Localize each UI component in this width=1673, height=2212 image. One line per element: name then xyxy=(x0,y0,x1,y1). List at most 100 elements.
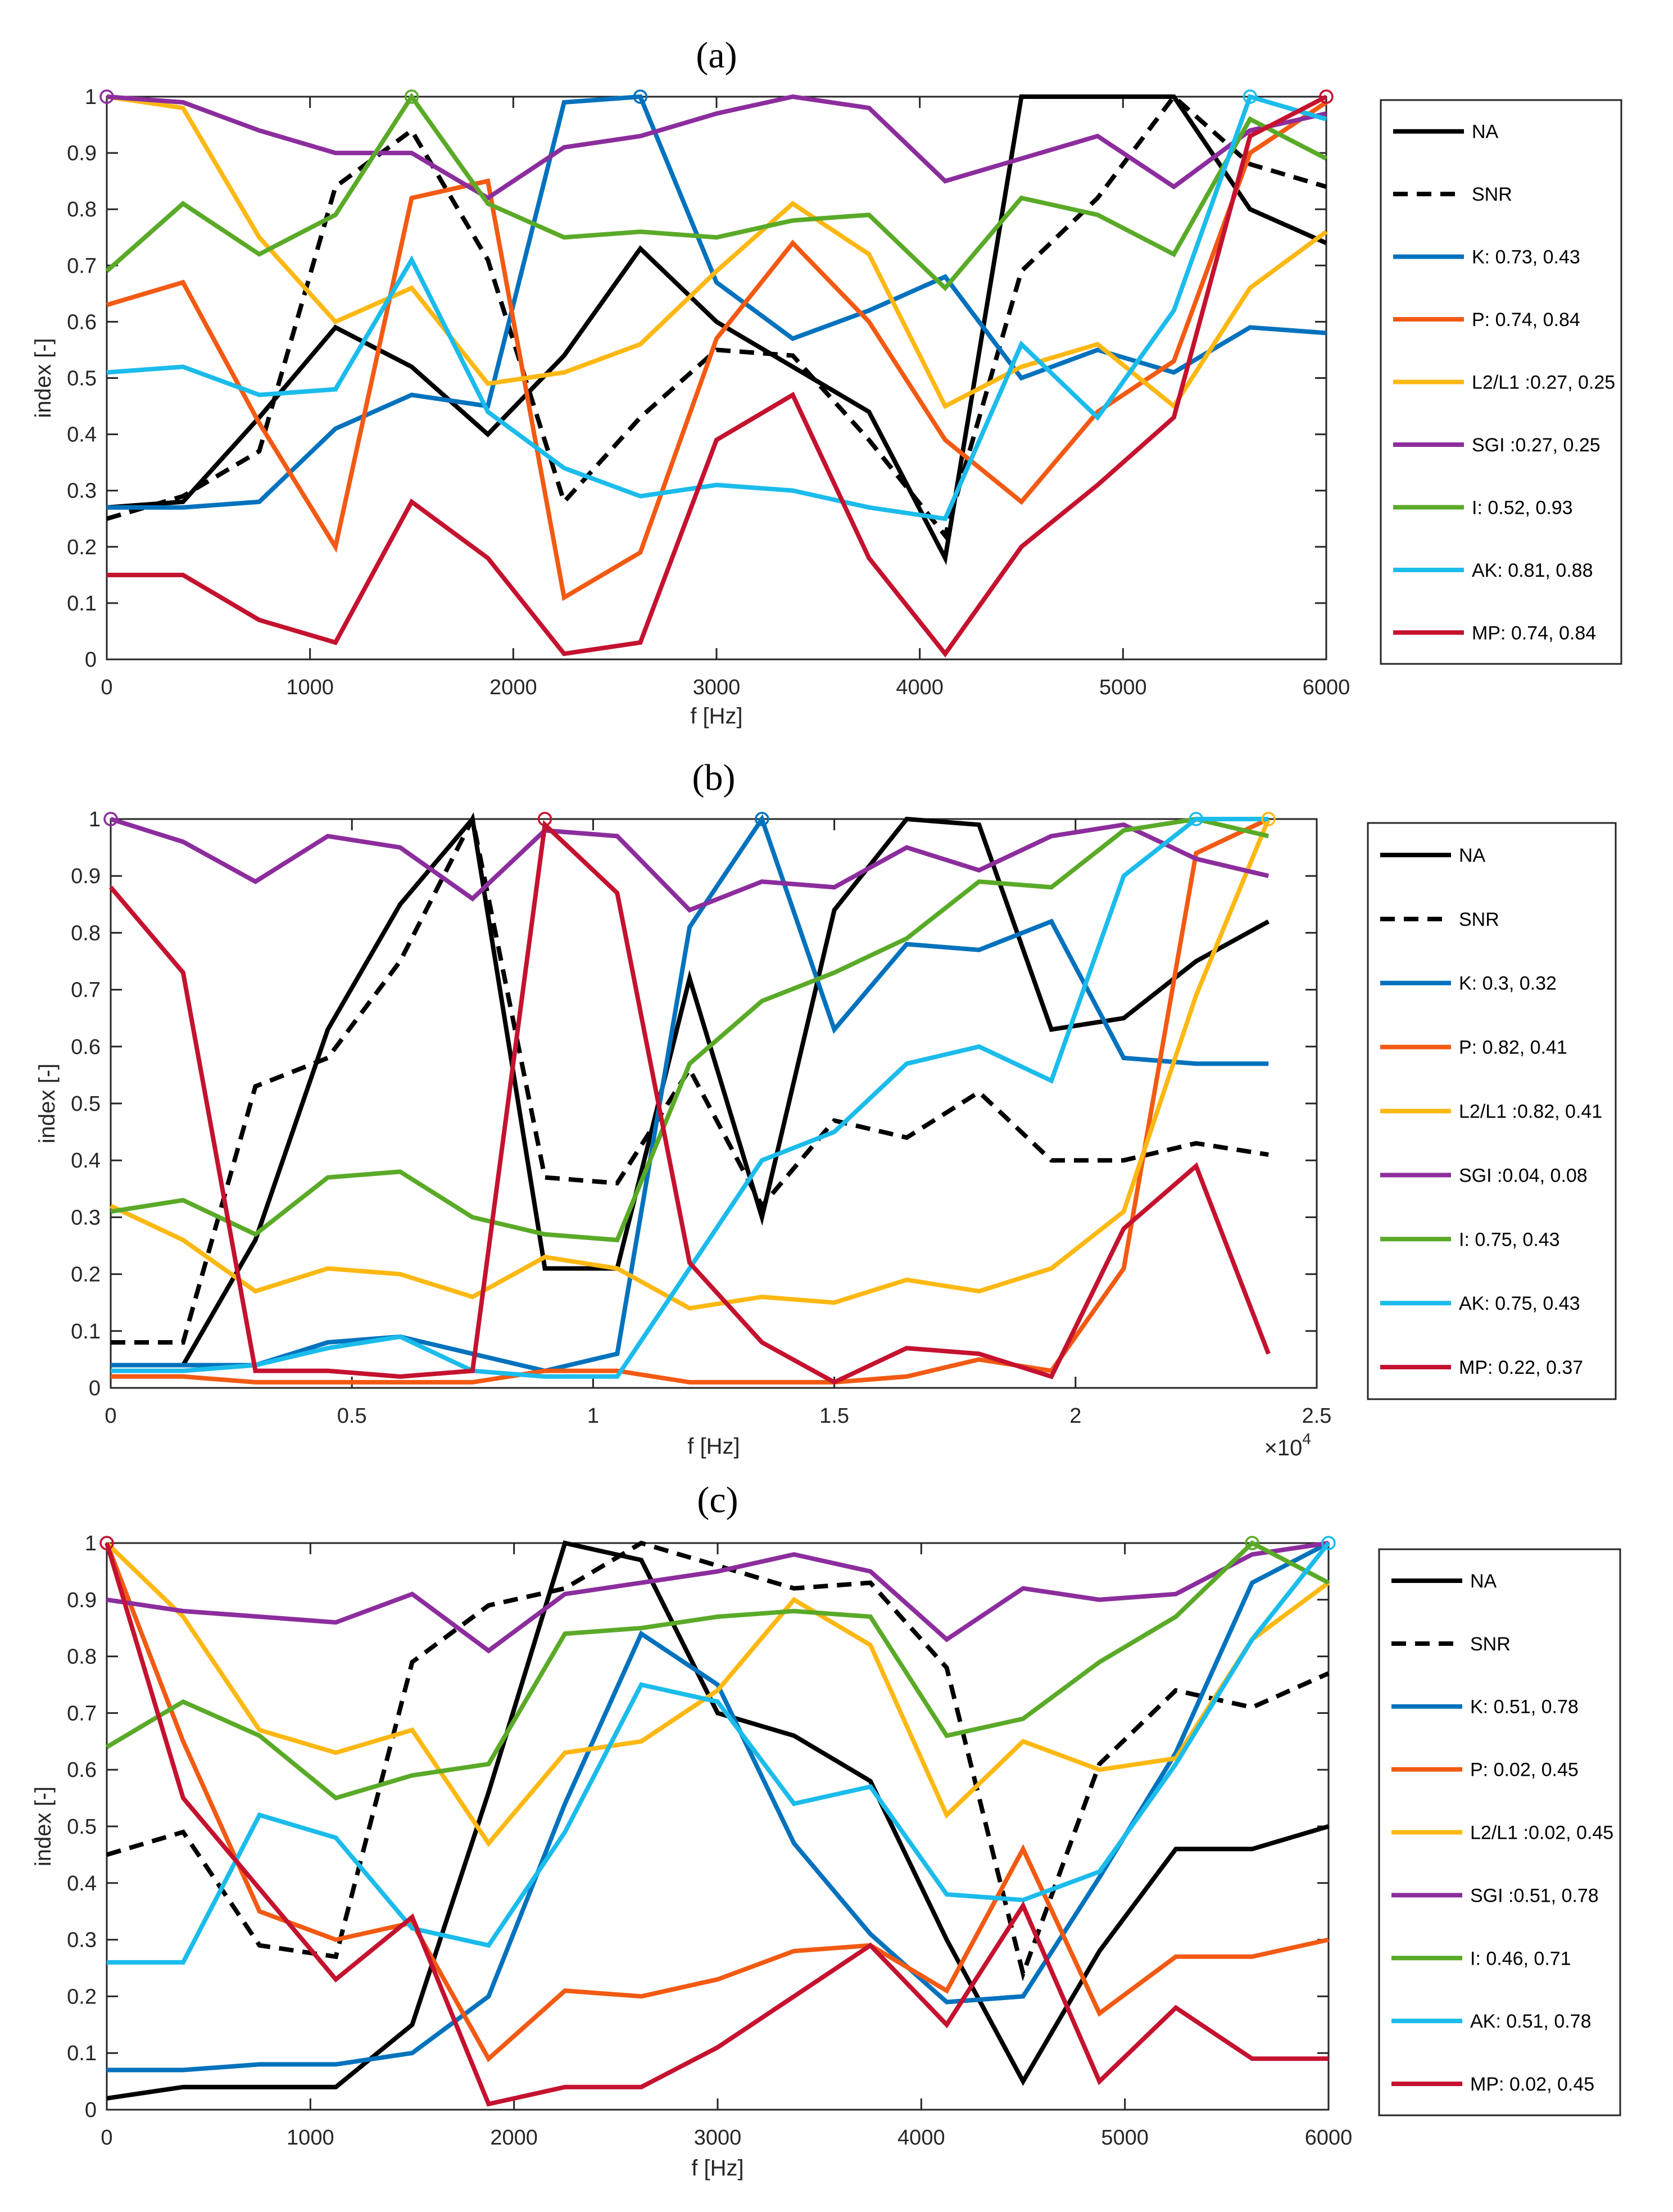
chart-panel-b: (b) 0 0.5 1 1.5 2 2.5 0 0.1 0.2 0.3 0.4 0.5 0.6 0.7 0.8… xyxy=(35,757,1617,1460)
series-line-ak xyxy=(107,1541,1331,1965)
x-tick-label: 0 xyxy=(101,676,112,699)
series-line-p xyxy=(106,100,1328,601)
y-tick-label: 0.9 xyxy=(67,142,97,165)
y-tick-label: 1 xyxy=(89,808,101,831)
x-axis-label: f [Hz] xyxy=(691,2156,743,2181)
x-exponent-base: ×10 xyxy=(1264,1436,1303,1460)
y-tick-label: 0.1 xyxy=(67,592,97,616)
chart-panel-c: (c) 0 1000 2000 3000 4000 5000 6000 0 0.1 0.2 0.3 0.… xyxy=(31,1480,1621,2181)
series-line-sgi xyxy=(106,94,1327,201)
x-tick-label: 3000 xyxy=(694,2126,742,2150)
y-tick-label: 0.8 xyxy=(67,198,97,221)
series-line-l2l1 xyxy=(105,1541,1330,1847)
x-tick-label: 1000 xyxy=(287,2126,334,2150)
axes-box xyxy=(106,1542,1330,2111)
series-line-i xyxy=(105,1540,1330,1801)
max-marker-k xyxy=(633,89,648,104)
x-axis-label: f [Hz] xyxy=(690,704,742,729)
x-tick-label: 2000 xyxy=(489,676,537,699)
max-marker-k xyxy=(755,812,769,826)
y-tick-label: 0.7 xyxy=(71,979,101,1002)
y-tick-label: 1 xyxy=(85,85,97,109)
legend-label-i: I: 0.75, 0.43 xyxy=(1459,1229,1560,1250)
x-tick-label: 1.5 xyxy=(819,1404,849,1428)
series-line-snr xyxy=(106,93,1327,541)
y-tick-label: 0.2 xyxy=(67,536,97,559)
legend-label-ak: AK: 0.51, 0.78 xyxy=(1470,2011,1592,2032)
y-tick-label: 0.9 xyxy=(67,1589,97,1612)
y-axis-label: index [-] xyxy=(31,338,56,418)
panel-label: (a) xyxy=(696,35,737,76)
x-tick-label: 3000 xyxy=(693,676,741,699)
legend-label-na: NA xyxy=(1470,1571,1497,1592)
y-tick-label: 0.6 xyxy=(71,1035,101,1059)
x-tick-label: 6000 xyxy=(1303,676,1350,699)
x-tick-label: 5000 xyxy=(1101,2126,1149,2150)
series-line-k xyxy=(111,814,1269,1373)
x-tick-label: 2.5 xyxy=(1302,1404,1332,1428)
x-tick-label: 1000 xyxy=(286,676,334,699)
series-line-ak xyxy=(111,817,1269,1379)
y-tick-label: 0.8 xyxy=(71,921,101,945)
x-tick-label: 5000 xyxy=(1099,676,1147,699)
series-line-na xyxy=(111,813,1270,1368)
legend-label-l2l1: L2/L1 :0.02, 0.45 xyxy=(1470,1822,1613,1844)
legend-label-k: K: 0.73, 0.43 xyxy=(1472,247,1580,268)
panel-label: (b) xyxy=(692,757,736,798)
series-line-i xyxy=(110,816,1270,1243)
legend-label-l2l1: L2/L1 :0.82, 0.41 xyxy=(1459,1101,1602,1123)
x-exponent-label: ×104 xyxy=(1264,1430,1311,1460)
legend-label-na: NA xyxy=(1472,121,1499,143)
legend-label-ak: AK: 0.75, 0.43 xyxy=(1459,1293,1580,1314)
x-tick-label: 0 xyxy=(105,1404,116,1428)
legend-label-ak: AK: 0.81, 0.88 xyxy=(1472,560,1593,581)
legend: NA SNR K: 0.51, 0.78 P: 0.02, 0.45 L2/L1 :0.… xyxy=(1378,1548,1621,2116)
chart-panel-a: (a) 0 1000 2000 3000 4000 5000 6000 0 0.1 0.2 0.3 0.… xyxy=(31,35,1622,729)
legend-label-mp: MP: 0.22, 0.37 xyxy=(1459,1357,1583,1378)
x-tick-label: 1 xyxy=(587,1404,599,1428)
panel-label: (c) xyxy=(697,1480,738,1521)
legend-label-i: I: 0.46, 0.71 xyxy=(1470,1948,1571,1969)
series-line-mp xyxy=(105,1542,1329,2107)
series-line-ak xyxy=(106,94,1327,522)
x-axis-label: f [Hz] xyxy=(687,1434,740,1459)
max-marker-mp xyxy=(537,812,552,826)
y-tick-label: 0.7 xyxy=(67,254,97,278)
axes-box xyxy=(110,818,1318,1389)
legend-label-k: K: 0.3, 0.32 xyxy=(1459,973,1557,994)
y-tick-label: 0.5 xyxy=(71,1092,101,1116)
series-line-na xyxy=(106,94,1327,566)
series-line-sgi xyxy=(110,817,1270,913)
y-tick-label: 0.6 xyxy=(67,310,97,334)
x-tick-label: 0.5 xyxy=(337,1404,367,1428)
series-line-k xyxy=(107,94,1327,510)
legend-label-mp: MP: 0.02, 0.45 xyxy=(1470,2074,1594,2095)
x-tick-label: 4000 xyxy=(896,676,944,699)
max-marker-i xyxy=(1245,1536,1259,1550)
x-tick-label: 0 xyxy=(101,2126,112,2150)
y-tick-label: 0.4 xyxy=(67,423,97,447)
legend-label-mp: MP: 0.74, 0.84 xyxy=(1472,622,1596,644)
y-tick-label: 0.9 xyxy=(71,865,101,888)
legend-label-sgi: SGI :0.51, 0.78 xyxy=(1470,1885,1599,1906)
y-tick-label: 0.4 xyxy=(67,1872,97,1896)
y-tick-label: 0.3 xyxy=(67,1929,97,1952)
legend-label-i: I: 0.52, 0.93 xyxy=(1472,497,1573,518)
y-tick-label: 0.1 xyxy=(71,1320,101,1344)
y-tick-label: 0.3 xyxy=(71,1206,101,1229)
y-tick-label: 0.4 xyxy=(71,1149,101,1173)
series-line-snr xyxy=(106,1540,1330,1982)
y-tick-label: 0.2 xyxy=(71,1263,101,1287)
x-exponent-power: 4 xyxy=(1302,1430,1311,1447)
y-tick-label: 0.7 xyxy=(67,1702,97,1725)
series-line-i xyxy=(105,92,1327,292)
legend: NA SNR K: 0.3, 0.32 P: 0.82, 0.41 L2/L1 :0.8… xyxy=(1367,822,1617,1400)
max-marker-sgi xyxy=(99,89,114,104)
y-axis-label: index [-] xyxy=(31,1786,56,1866)
legend-label-snr: SNR xyxy=(1459,909,1499,930)
y-tick-label: 0 xyxy=(85,2098,97,2122)
y-tick-label: 1 xyxy=(85,1532,97,1555)
max-marker-ak xyxy=(1189,812,1204,826)
legend-label-snr: SNR xyxy=(1472,184,1512,205)
